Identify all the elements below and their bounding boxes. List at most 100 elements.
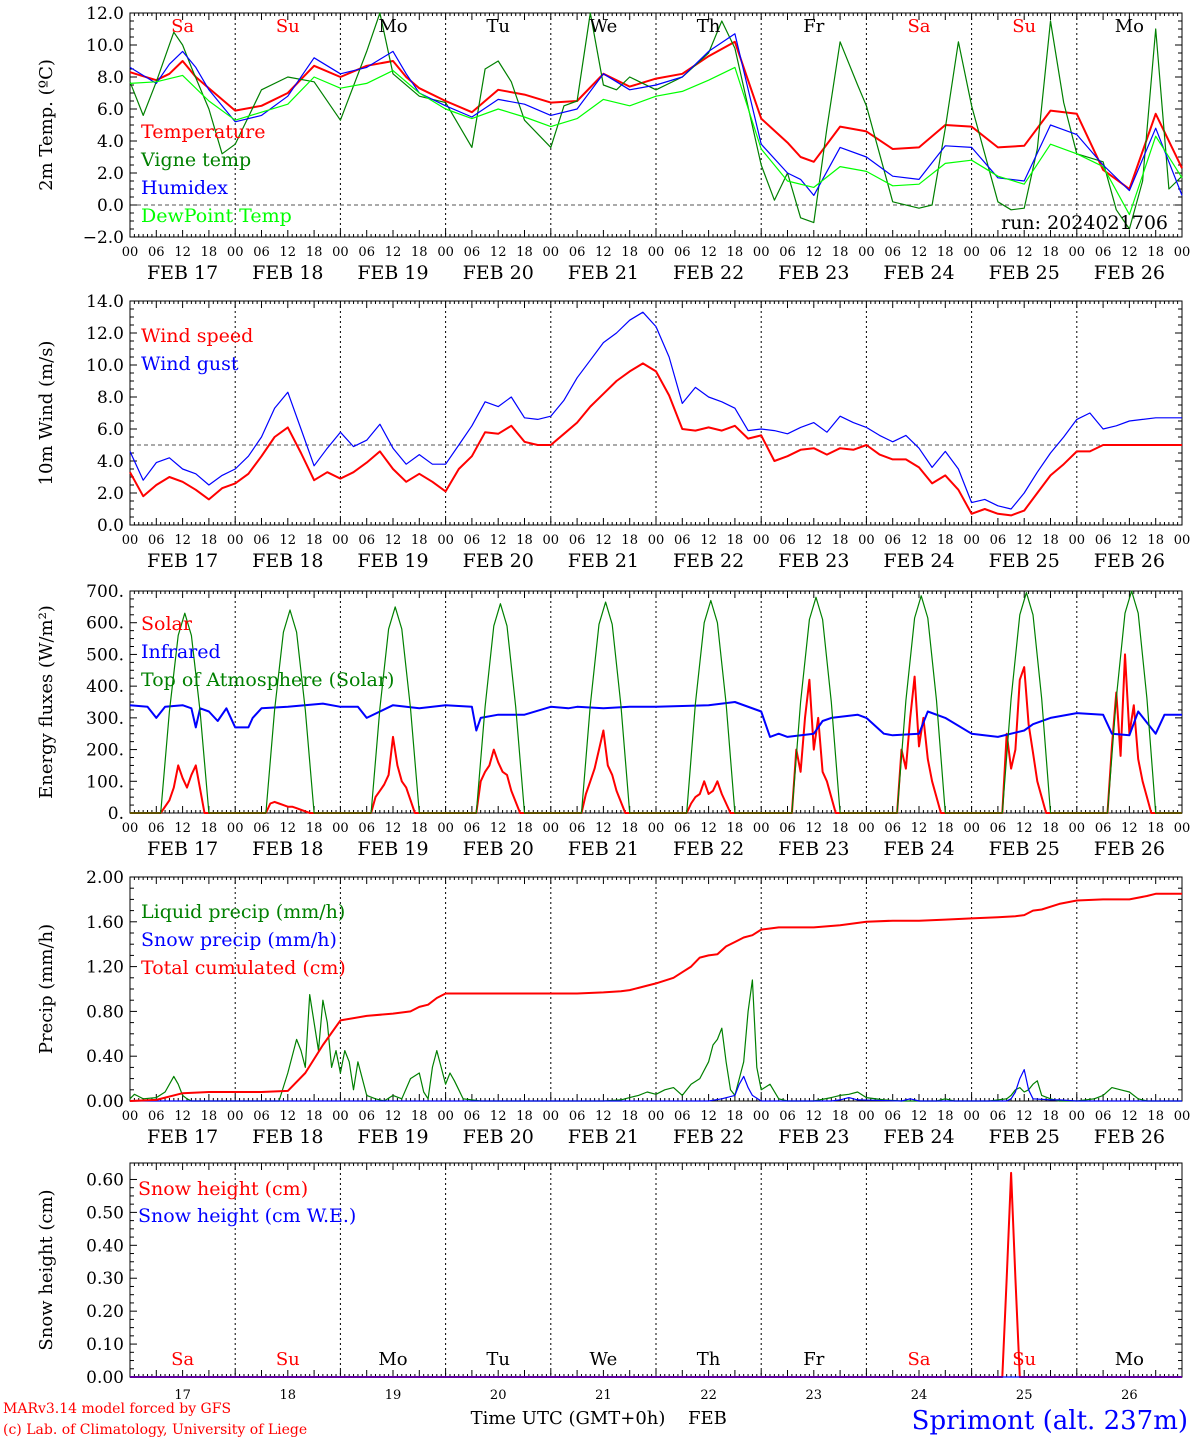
- hour-label: 06: [464, 533, 481, 548]
- weekday-label: We: [590, 16, 618, 37]
- hour-label: 00: [543, 821, 560, 836]
- hour-label: 18: [1147, 1109, 1164, 1124]
- series-line: [130, 1069, 1182, 1102]
- hour-label: 12: [595, 1109, 612, 1124]
- weekday-label: Th: [697, 16, 721, 37]
- hour-label: 00: [332, 1109, 349, 1124]
- month-label: FEB: [688, 1408, 727, 1429]
- hour-label: 12: [1016, 821, 1033, 836]
- y-axis-title: 2m Temp. (ºC): [36, 59, 57, 191]
- hour-label: 06: [990, 245, 1007, 260]
- hour-label: 00: [543, 533, 560, 548]
- hour-label: 12: [700, 1109, 717, 1124]
- hour-label: 18: [411, 533, 428, 548]
- series-line: [129, 701, 1182, 738]
- hour-label: 06: [990, 1109, 1007, 1124]
- day-title: FEB 25: [989, 262, 1060, 284]
- day-title: FEB 18: [252, 550, 323, 572]
- y-tick-label: 8.0: [97, 68, 124, 88]
- y-tick-label: 6.0: [97, 420, 124, 440]
- legend-entry: Snow precip (mm/h): [141, 929, 337, 951]
- hour-label: 00: [1174, 1109, 1191, 1124]
- hour-label: 12: [595, 245, 612, 260]
- hour-label: 18: [516, 1109, 533, 1124]
- hour-label: 00: [1069, 821, 1086, 836]
- y-tick-label: 14.0: [86, 292, 124, 312]
- hour-label: 06: [1095, 1109, 1112, 1124]
- y-tick-label: 600.: [86, 614, 124, 634]
- hour-label: 12: [1121, 533, 1138, 548]
- hour-label: 18: [516, 245, 533, 260]
- hour-label: 06: [358, 533, 375, 548]
- hour-label: 00: [648, 821, 665, 836]
- hour-label: 00: [437, 821, 454, 836]
- y-axis-title: Energy fluxes (W/m²): [36, 605, 57, 799]
- y-tick-label: 12.0: [86, 4, 124, 24]
- legend-entry: DewPoint Temp: [141, 205, 292, 227]
- hour-label: 12: [1121, 245, 1138, 260]
- day-title: FEB 22: [673, 262, 744, 284]
- hour-label: 12: [280, 821, 297, 836]
- weekday-label: Mo: [378, 1349, 407, 1370]
- weekday-label: Su: [1012, 1349, 1036, 1370]
- hour-label: 18: [937, 821, 954, 836]
- hour-label: 12: [700, 245, 717, 260]
- weekday-label: Fr: [803, 1349, 824, 1370]
- day-title: FEB 26: [1094, 550, 1165, 572]
- hour-label: 12: [1016, 533, 1033, 548]
- hour-label: 18: [621, 245, 638, 260]
- hour-label: 06: [674, 821, 691, 836]
- hour-label: 00: [1069, 533, 1086, 548]
- hour-label: 12: [385, 533, 402, 548]
- day-title: FEB 25: [989, 838, 1060, 860]
- hour-label: 00: [122, 245, 139, 260]
- hour-label: 06: [990, 821, 1007, 836]
- weekday-label: We: [590, 1349, 618, 1370]
- hour-label: 06: [884, 821, 901, 836]
- y-tick-label: 4.0: [97, 452, 124, 472]
- weekday-label: Sa: [171, 16, 194, 37]
- hour-label: 18: [832, 245, 849, 260]
- hour-label: 06: [569, 1109, 586, 1124]
- legend-entry: Infrared: [141, 641, 221, 663]
- hour-label: 18: [201, 1109, 218, 1124]
- hour-label: 00: [1174, 533, 1191, 548]
- hour-label: 18: [937, 245, 954, 260]
- hour-label: 18: [727, 245, 744, 260]
- model-credit: MARv3.14 model forced by GFS: [3, 1401, 231, 1417]
- series-line: [129, 40, 1183, 190]
- hour-label: 00: [227, 821, 244, 836]
- hour-label: 06: [148, 533, 165, 548]
- hour-label: 18: [1042, 245, 1059, 260]
- hour-label: 18: [201, 245, 218, 260]
- x-axis-title: Time UTC (GMT+0h): [471, 1408, 666, 1429]
- legend-entry: Snow height (cm): [138, 1178, 308, 1200]
- hour-label: 06: [148, 1109, 165, 1124]
- y-tick-label: 8.0: [97, 388, 124, 408]
- hour-label: 12: [911, 821, 928, 836]
- y-axis-title: Precip (mm/h): [36, 924, 57, 1054]
- day-title: FEB 22: [673, 838, 744, 860]
- run-label: run: 2024021706: [1001, 212, 1168, 234]
- hour-label: 12: [595, 821, 612, 836]
- weekday-label: Tu: [486, 1349, 510, 1370]
- hour-label: 12: [1016, 245, 1033, 260]
- hour-label: 18: [832, 821, 849, 836]
- day-title: FEB 24: [883, 1126, 954, 1148]
- hour-label: 12: [174, 533, 191, 548]
- hour-label: 00: [122, 821, 139, 836]
- hour-label: 12: [174, 1109, 191, 1124]
- day-number: 26: [1121, 1388, 1138, 1403]
- hour-label: 06: [464, 821, 481, 836]
- weekday-label: Sa: [907, 1349, 930, 1370]
- day-number: 17: [174, 1388, 191, 1403]
- day-title: FEB 20: [463, 550, 534, 572]
- hour-label: 06: [990, 533, 1007, 548]
- hour-label: 18: [1042, 821, 1059, 836]
- day-title: FEB 19: [357, 1126, 428, 1148]
- hour-label: 00: [753, 245, 770, 260]
- hour-label: 18: [937, 1109, 954, 1124]
- hour-label: 18: [1042, 533, 1059, 548]
- legend-entry: Wind speed: [141, 325, 253, 347]
- y-tick-label: 2.00: [86, 868, 124, 888]
